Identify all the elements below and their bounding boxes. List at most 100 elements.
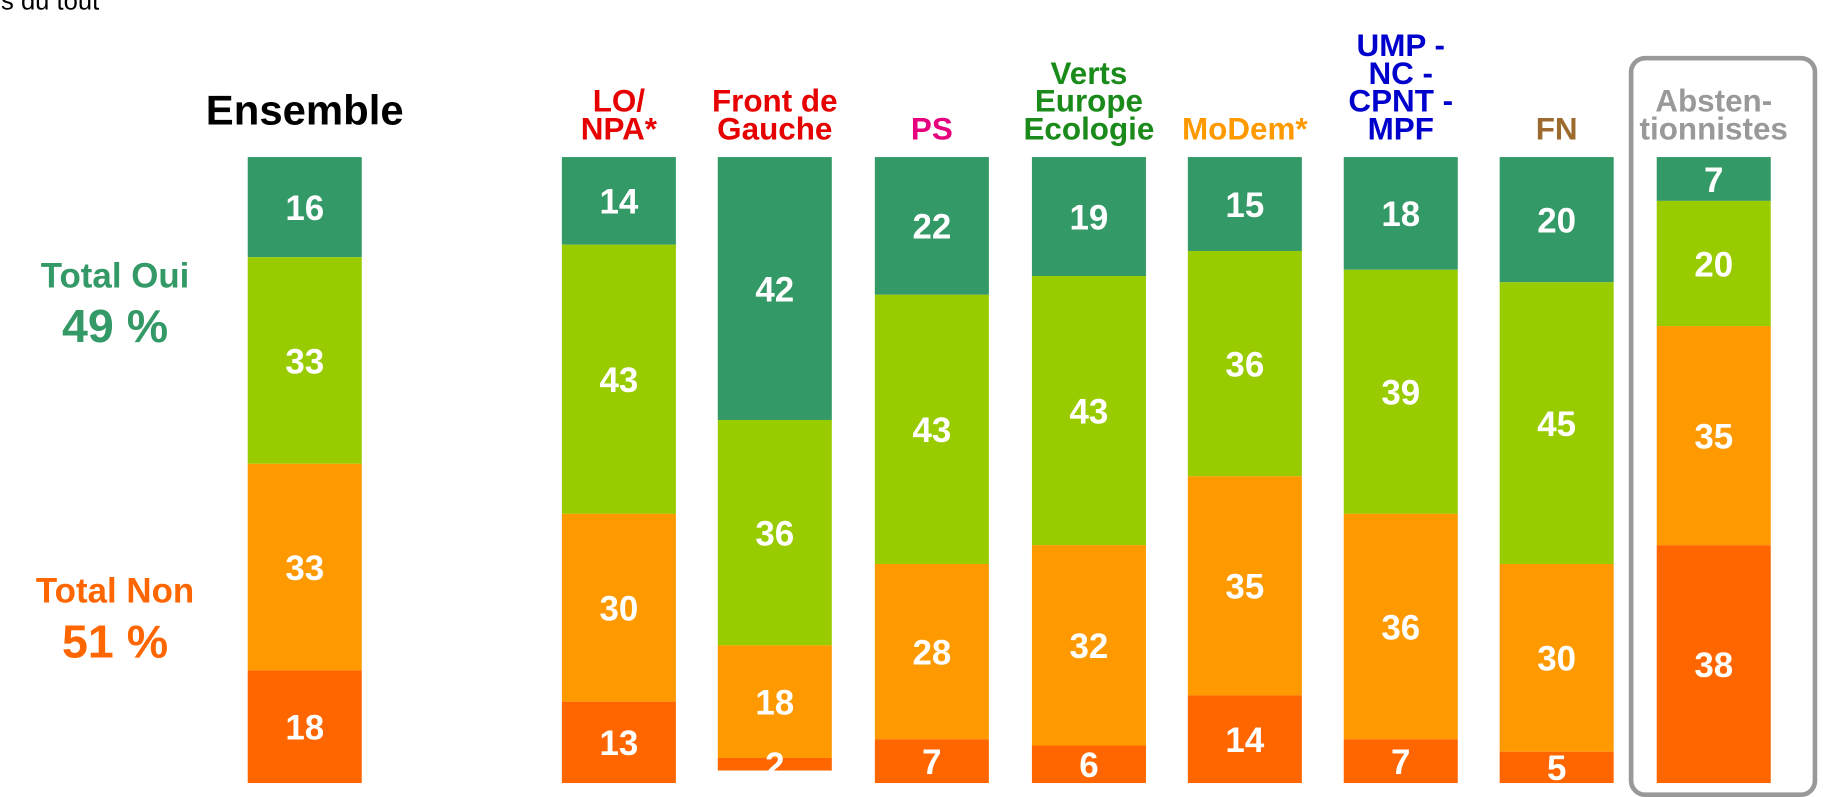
value-label: 22 [912, 208, 951, 247]
value-label: 43 [912, 411, 951, 450]
bar-segment [1343, 739, 1458, 784]
value-label: 5 [1547, 749, 1566, 788]
bar-segment [1343, 513, 1458, 740]
legend-fragment: s du tout [1, 0, 99, 15]
bar-segment [1499, 157, 1614, 283]
bar-segment [1031, 545, 1146, 746]
category-label-line: MPF [1368, 112, 1434, 147]
value-label: 28 [912, 633, 951, 672]
total-no-label: Total Non [36, 572, 194, 611]
category-label-line: Ecologie [1023, 112, 1154, 147]
bar-segment [717, 757, 832, 771]
category-label-line: LO/ [593, 84, 646, 119]
value-label: 39 [1381, 374, 1420, 413]
category-label-line: Europe [1035, 84, 1143, 119]
category-label: Ensemble [206, 86, 404, 133]
total-yes-label: Total Oui [41, 256, 190, 295]
bar-segment [717, 157, 832, 420]
category-label-line: MoDem* [1182, 112, 1308, 147]
value-label: 14 [599, 183, 638, 222]
value-label: 43 [1070, 392, 1109, 431]
value-label: 18 [285, 708, 324, 747]
category-label: MoDem* [1182, 112, 1308, 147]
value-label: 13 [599, 724, 638, 763]
category-label-line: Verts [1051, 56, 1128, 91]
value-label: 38 [1694, 646, 1733, 685]
category-label-line: tionnistes [1640, 112, 1788, 147]
value-label: 18 [755, 683, 794, 722]
value-label: 7 [1391, 743, 1410, 782]
value-label: 35 [1694, 417, 1733, 456]
value-label: 20 [1694, 245, 1733, 284]
bar-segment [1499, 282, 1614, 564]
bar-segment [561, 701, 676, 784]
value-label: 35 [1225, 568, 1264, 607]
value-label: 43 [599, 361, 638, 400]
bar-segment [247, 463, 362, 671]
value-label: 19 [1070, 198, 1109, 237]
category-label-line: Gauche [717, 112, 832, 147]
total-no-value: 51 % [62, 615, 168, 667]
category-label-line: Front de [712, 84, 838, 119]
category-label-line: Ensemble [206, 86, 404, 133]
bar-segment [1187, 695, 1302, 784]
value-label: 30 [1537, 640, 1576, 679]
value-label: 42 [755, 270, 794, 309]
bar-segment [874, 157, 989, 295]
value-label: 14 [1225, 721, 1264, 760]
bar-segment [874, 563, 989, 740]
bar-segment [561, 244, 676, 514]
bar-segment [1656, 545, 1771, 784]
value-label: 33 [285, 549, 324, 588]
bar-segment [1031, 157, 1146, 277]
bar-segment [1656, 200, 1771, 327]
bar-segment [1031, 276, 1146, 546]
category-label: PS [911, 112, 953, 147]
value-label: 36 [1381, 608, 1420, 647]
category-label-line: CPNT - [1348, 84, 1453, 119]
value-label: 7 [1704, 161, 1723, 200]
value-label: 15 [1225, 186, 1264, 225]
bar-segment [1187, 476, 1302, 696]
value-label: 32 [1070, 627, 1109, 666]
category-label: Front de Gauche [712, 84, 838, 147]
bar-segment [717, 419, 832, 646]
bar-segment [1343, 157, 1458, 270]
value-label: 45 [1537, 405, 1576, 444]
value-label: 16 [285, 189, 324, 228]
bar-segment [1187, 157, 1302, 251]
value-label: 7 [922, 743, 941, 782]
category-label-line: NC - [1368, 56, 1433, 91]
category-label-line: Absten- [1655, 84, 1772, 119]
value-label: 30 [599, 590, 638, 629]
value-label: 36 [755, 514, 794, 553]
category-label: FN [1536, 112, 1578, 147]
total-yes-value: 49 % [62, 300, 168, 352]
category-label-line: NPA* [581, 112, 658, 147]
category-label-line: UMP - [1357, 28, 1445, 63]
bar-segment [1656, 326, 1771, 546]
bar-segment [247, 670, 362, 784]
category-label-line: PS [911, 112, 953, 147]
bar-segment [1499, 751, 1614, 784]
bar-segment [247, 257, 362, 464]
bar-segment [561, 157, 676, 245]
value-label: 20 [1537, 201, 1576, 240]
bar-segment [1187, 250, 1302, 477]
category-label: LO/NPA* [581, 84, 658, 147]
category-label: UMP -NC -CPNT -MPF [1348, 28, 1453, 147]
bar-segment [717, 645, 832, 758]
bar-segment [1656, 157, 1771, 201]
value-label: 18 [1381, 195, 1420, 234]
value-label: 36 [1225, 345, 1264, 384]
bar-segment [874, 294, 989, 564]
category-label: Absten-tionnistes [1640, 84, 1788, 147]
value-label: 33 [285, 342, 324, 381]
bar-segment [1031, 745, 1146, 784]
highlight-box [1628, 55, 1818, 797]
bar-segment [1499, 563, 1614, 752]
bar-segment [561, 513, 676, 702]
category-label: Verts Europe Ecologie [1023, 56, 1154, 147]
value-label: 6 [1079, 746, 1098, 785]
